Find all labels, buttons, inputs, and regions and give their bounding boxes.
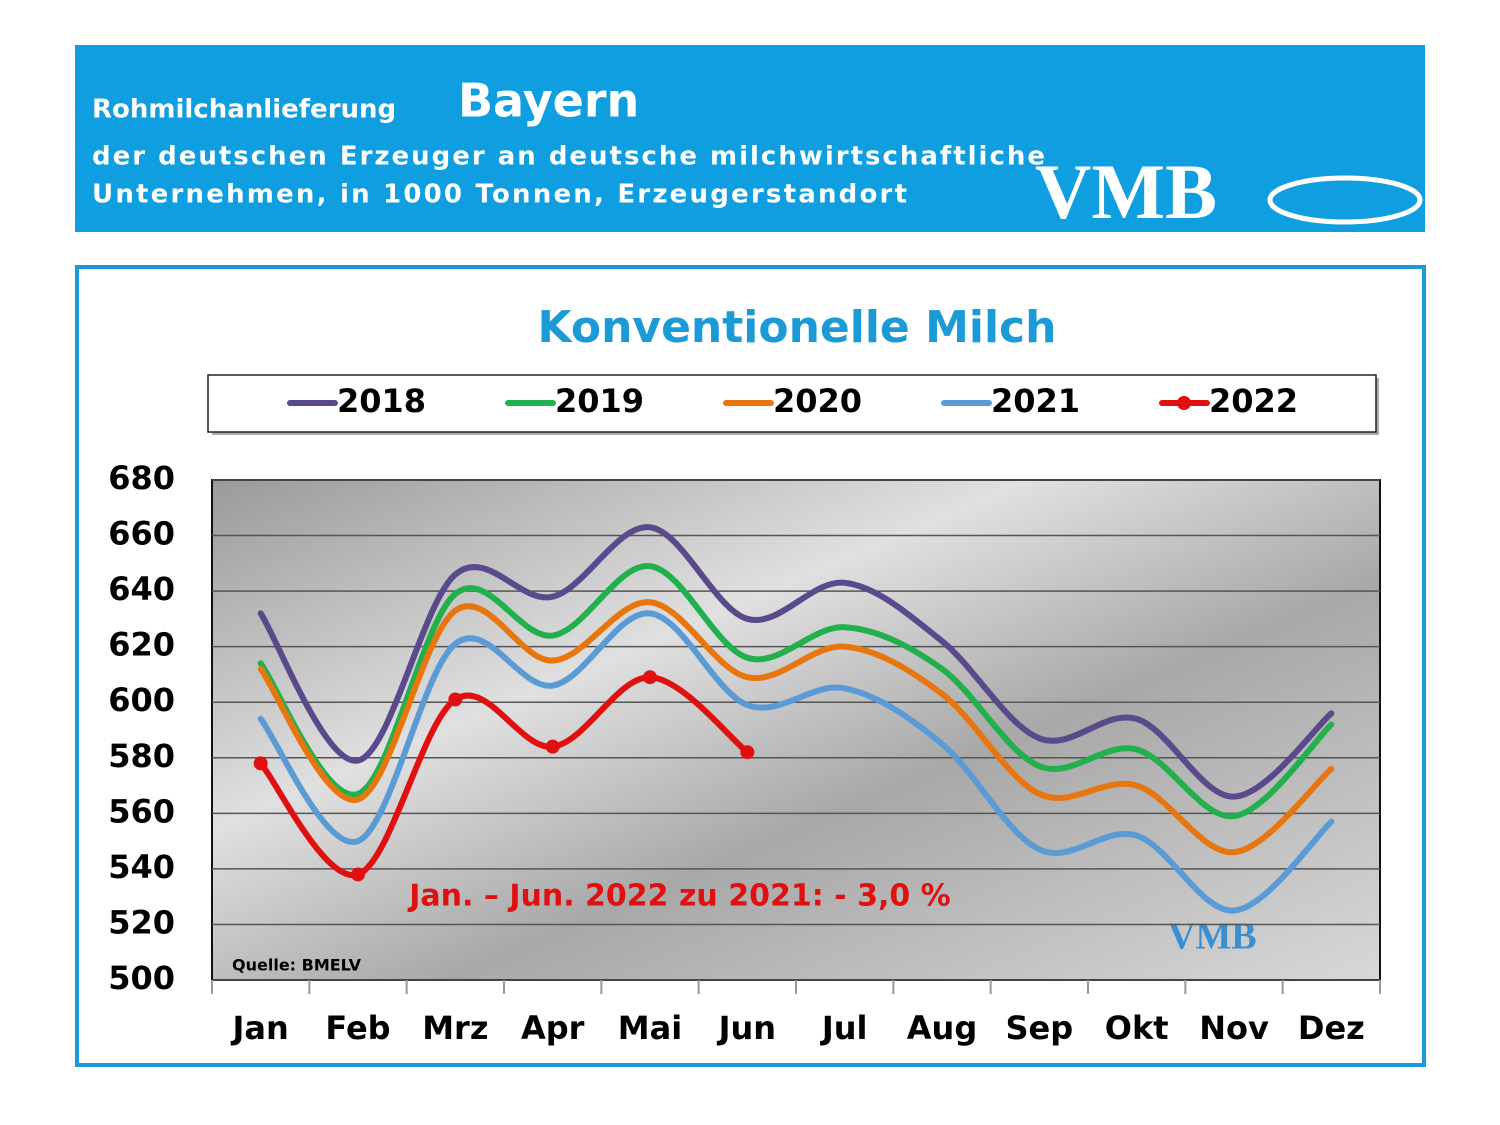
legend-label: 2020 xyxy=(773,382,862,420)
header-title: Rohmilchanlieferung xyxy=(92,95,396,125)
y-tick-label: 540 xyxy=(108,848,175,886)
y-tick-label: 600 xyxy=(108,681,175,719)
plot-area xyxy=(211,479,1381,981)
legend-label: 2022 xyxy=(1209,382,1298,420)
logo: VMB xyxy=(1035,148,1217,235)
x-tick-label: Mai xyxy=(618,1009,682,1047)
x-tick-label: Apr xyxy=(521,1009,585,1047)
source: Quelle: BMELV xyxy=(232,956,362,975)
y-tick-label: 680 xyxy=(108,459,175,497)
x-tick-label: Dez xyxy=(1298,1009,1365,1047)
point xyxy=(448,692,463,707)
legend-label: 2019 xyxy=(555,382,644,420)
x-tick-label: Aug xyxy=(907,1009,977,1047)
point xyxy=(351,867,365,882)
x-tick-label: Jan xyxy=(231,1009,289,1047)
y-tick-label: 580 xyxy=(108,737,175,775)
y-tick-label: 560 xyxy=(108,792,175,830)
series-line xyxy=(257,524,1335,800)
y-tick-label: 500 xyxy=(108,959,175,997)
series-line xyxy=(257,610,1335,914)
header-line: Unternehmen, in 1000 Tonnen, Erzeugersta… xyxy=(92,180,907,210)
legend-label: 2018 xyxy=(337,382,426,420)
legend-marker xyxy=(1177,396,1191,410)
point xyxy=(643,670,657,685)
watermark-logo: VMB xyxy=(1168,916,1257,958)
header-region: Bayern xyxy=(458,74,639,128)
header-line: der deutschen Erzeuger an deutsche milch… xyxy=(92,142,1045,172)
x-tick-label: Nov xyxy=(1199,1009,1269,1047)
chart-title: Konventionelle Milch xyxy=(538,302,1057,353)
logo-swirl xyxy=(1267,175,1423,225)
y-tick-label: 620 xyxy=(108,626,175,664)
point xyxy=(253,756,268,771)
x-tick-label: Jul xyxy=(820,1009,868,1047)
x-tick-label: Feb xyxy=(325,1009,390,1047)
header-band xyxy=(75,45,1425,232)
x-tick-label: Okt xyxy=(1105,1009,1169,1047)
y-tick-label: 520 xyxy=(108,903,175,941)
x-tick-label: Jun xyxy=(717,1009,776,1047)
annotation: Jan. – Jun. 2022 zu 2021: - 3,0 % xyxy=(407,879,950,914)
y-tick-label: 640 xyxy=(108,570,175,608)
x-tick-label: Mrz xyxy=(422,1009,488,1047)
series-line xyxy=(257,563,1335,820)
x-tick-label: Sep xyxy=(1006,1009,1074,1047)
y-tick-label: 660 xyxy=(108,515,175,553)
point xyxy=(740,745,755,760)
legend-label: 2021 xyxy=(991,382,1080,420)
point xyxy=(545,739,560,754)
series-line xyxy=(257,599,1335,856)
